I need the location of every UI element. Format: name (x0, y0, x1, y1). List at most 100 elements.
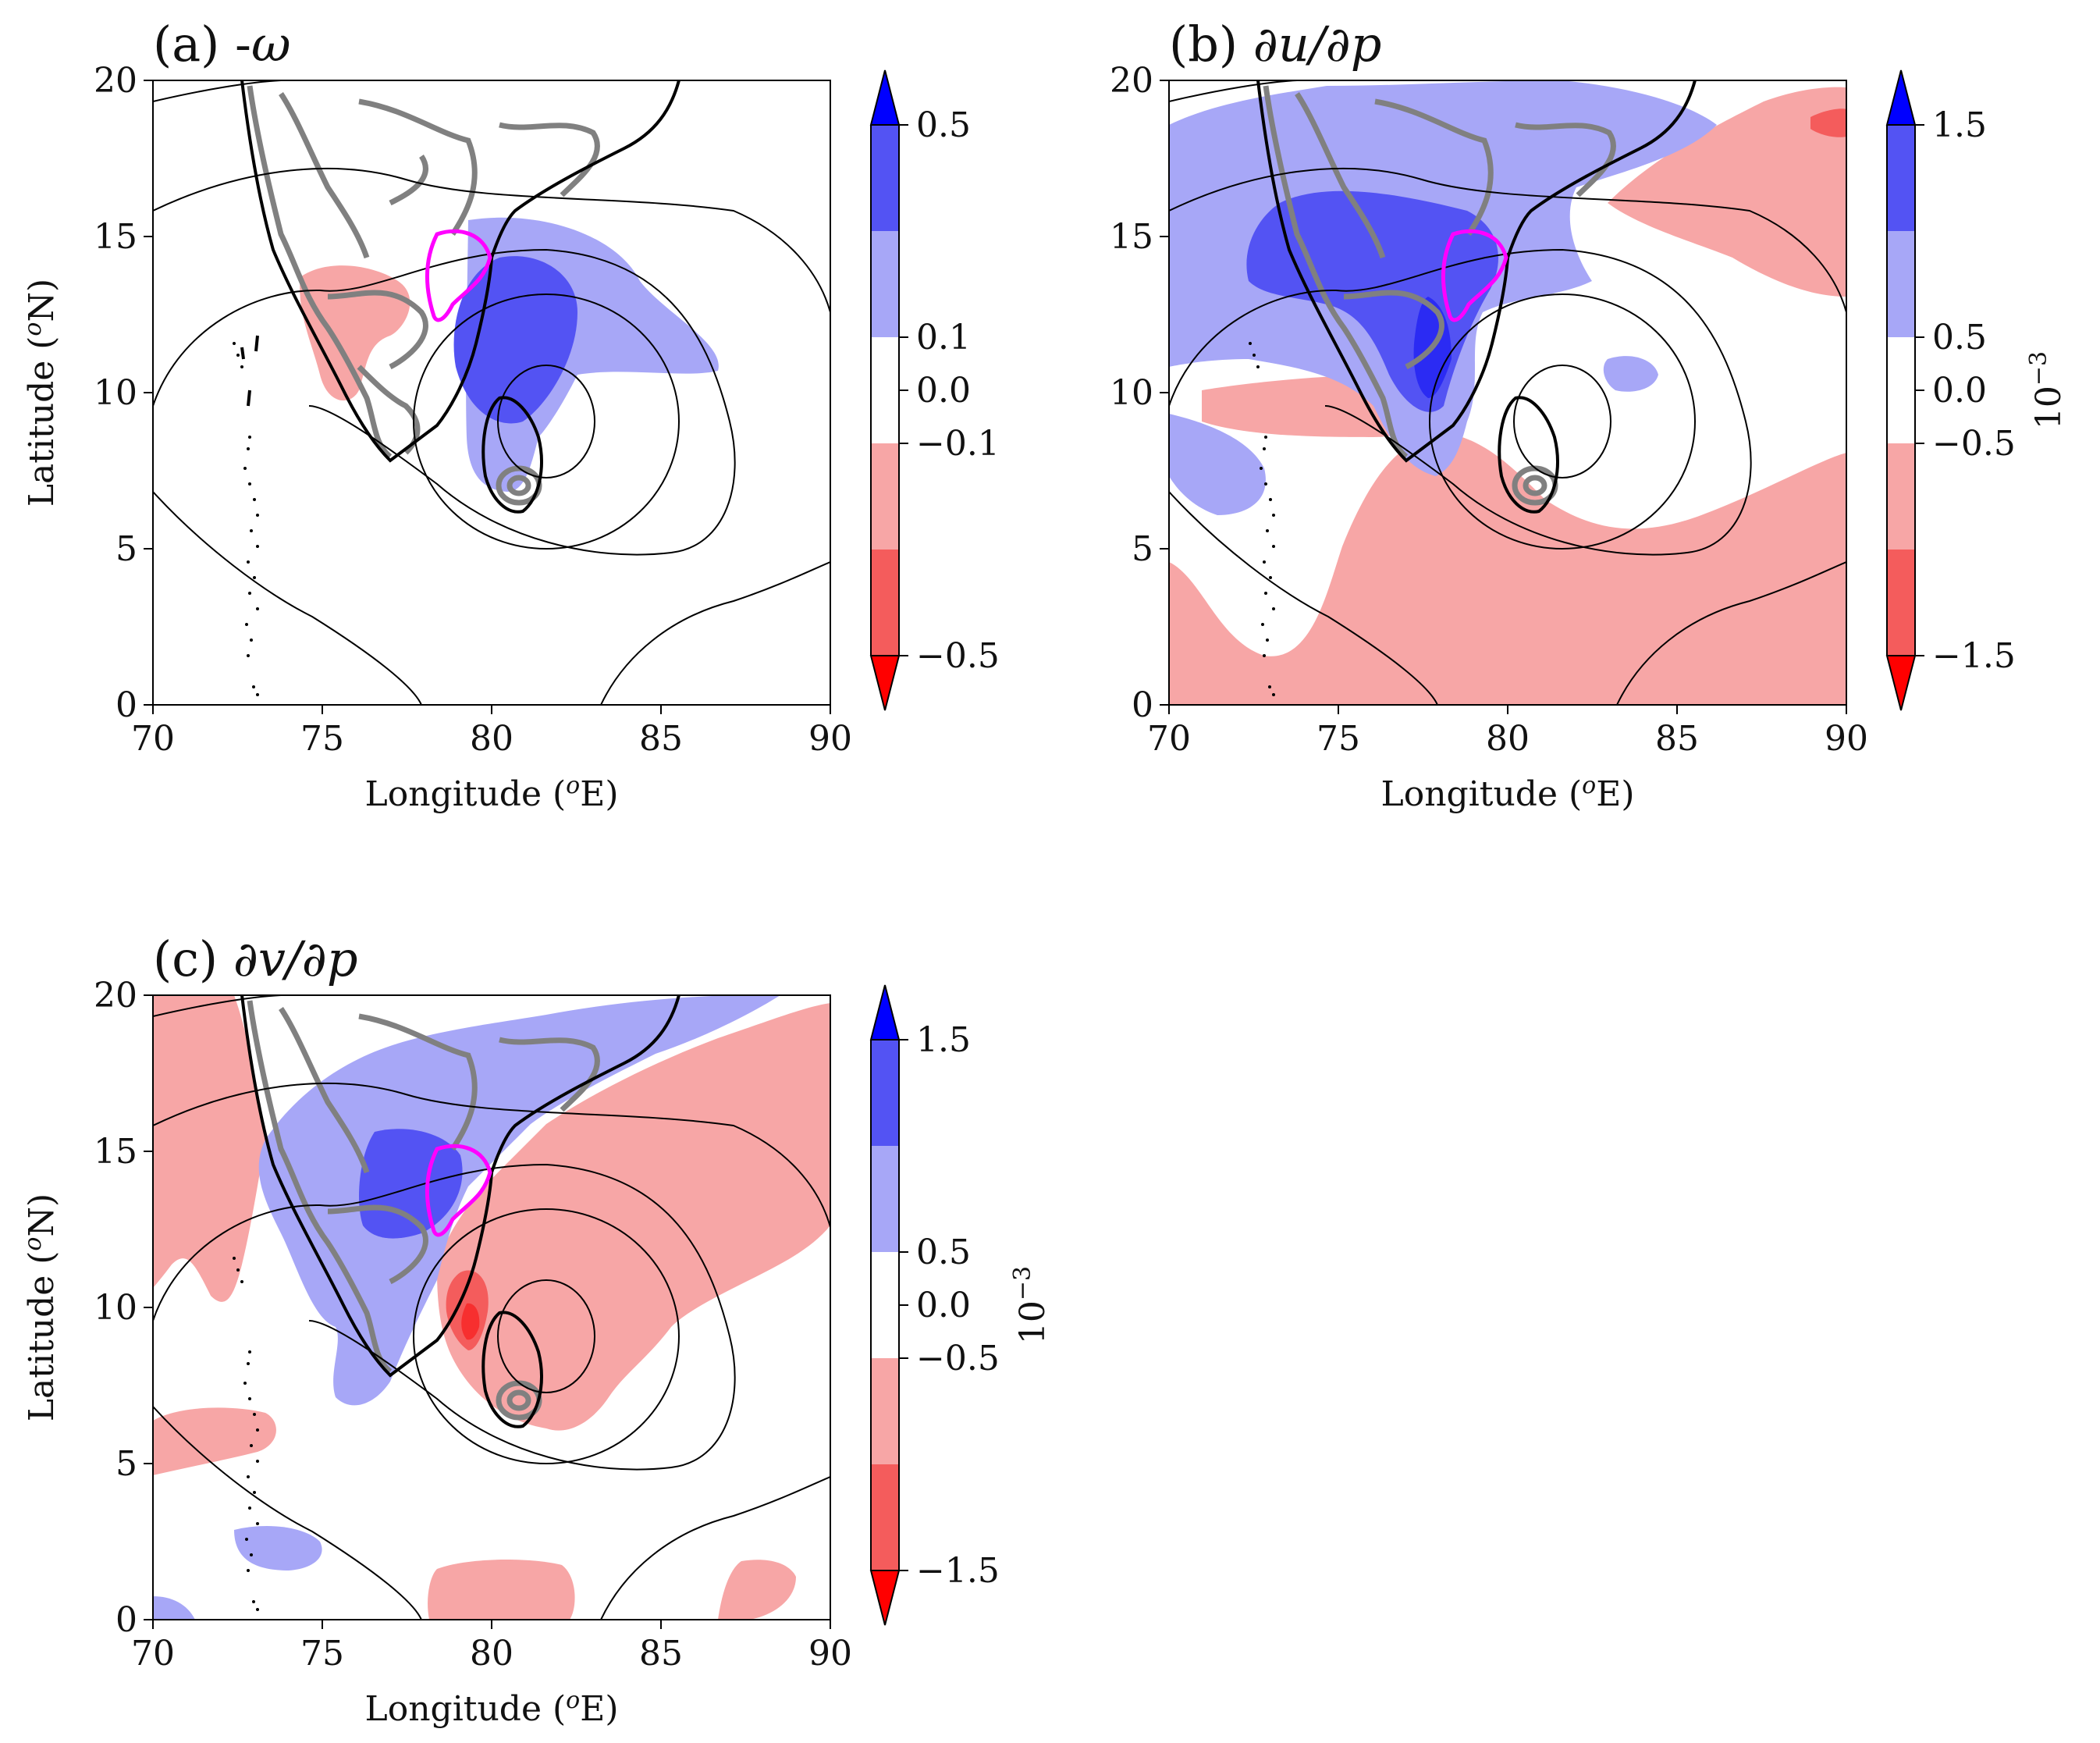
panel-a-colorbar-tick-label: 0.1 (916, 318, 971, 357)
panel-a-ytick-label: 0 (115, 685, 137, 725)
panel-b-positive-east (1603, 356, 1658, 392)
panel-c-title: (c) ∂v/∂p (153, 930, 358, 987)
panel-b-colorbar-tick-label: 0.5 (1932, 318, 1987, 357)
panel-b-highlight-region (1441, 229, 1508, 322)
panel-a-ylabel: Latitude (oN) (20, 279, 62, 507)
panel-c-positive-core (359, 1129, 463, 1239)
panel-c-xlabel: Longitude (oE) (364, 1687, 618, 1729)
panel-b-xtick-label: 70 (1147, 719, 1191, 759)
panel-a-colorbar-min-extension (869, 655, 901, 711)
panel-c-colorbar-tick-label: 0.0 (916, 1286, 971, 1325)
panel-c-colorbar-tick-label: −0.5 (916, 1339, 1000, 1378)
panel-b-colorbar-segment (1887, 125, 1915, 231)
panel-c-ytick-label: 10 (94, 1288, 137, 1328)
panel-c-xtick-label: 90 (808, 1634, 852, 1674)
panel-c-contours (153, 995, 830, 1620)
panel-c-xtick-label: 75 (300, 1634, 344, 1674)
panel-b-colorbar-tick-label: 1.5 (1932, 105, 1987, 145)
panel-c-positive-south (234, 1526, 322, 1570)
panel-b-colorbar: −1.5 −0.5 0.0 0.5 1.5 10−3 (1885, 69, 2069, 711)
panel-c-colorbar-tick-label: −1.5 (916, 1551, 1000, 1591)
panel-a-coastline (240, 80, 680, 514)
panel-a-colorbar-tick-label: −0.1 (916, 424, 1000, 464)
panel-b-coastline (1256, 80, 1697, 514)
panel-c-colorbar-tick-label: 0.5 (916, 1233, 971, 1272)
panel-c-xtick-label: 85 (639, 1634, 683, 1674)
panel-c-positive-region (258, 995, 781, 1406)
panel-a-ytick-label: 5 (115, 529, 137, 569)
panel-a-ytick-label: 20 (94, 61, 137, 101)
panel-c-colorbar-max-extension (869, 984, 901, 1040)
panel-b-ytick-label: 0 (1132, 685, 1153, 725)
panel-c-colorbar-segment (871, 1252, 899, 1358)
panel-a-colorbar-segment (871, 125, 899, 231)
panel-b-colorbar-scale-label: 10−3 (2025, 351, 2069, 429)
panel-a-colorbar-tick-label: −0.5 (916, 636, 1000, 676)
panel-a-highlight-region (425, 229, 492, 322)
panel-c-negative-south (428, 1560, 575, 1620)
panel-c-colorbar-segment (871, 1146, 899, 1252)
panel-c-plot-area (153, 995, 830, 1620)
panel-c-ytick-label: 15 (94, 1132, 137, 1172)
panel-a-title: (a) -ω (153, 16, 291, 73)
panel-c-ytick-label: 20 (94, 976, 137, 1016)
panel-c: 70 75 80 85 90 0 5 10 15 20 (c) ∂v/∂p Longitude (… (20, 930, 1053, 1729)
panel-b-title: (b) ∂u/∂p (1169, 16, 1381, 73)
panel-a-negative-region (300, 265, 410, 401)
panel-c-negative-southeast (718, 1560, 796, 1620)
panel-c-xtick-label: 70 (131, 1634, 175, 1674)
panel-a-colorbar: −0.5 −0.1 0.0 0.1 0.5 (869, 69, 1000, 711)
panel-b-colorbar-segment (1887, 337, 1915, 443)
panel-c-islands (233, 1257, 259, 1611)
panel-b-negative-region-ne (1608, 87, 1846, 297)
panel-b-xtick-label: 90 (1825, 719, 1868, 759)
panel-a-colorbar-segment (871, 550, 899, 656)
panel-a-xtick-label: 80 (470, 719, 513, 759)
panel-b-negative-region-south (1169, 433, 1846, 705)
panel-a-xtick-label: 75 (300, 719, 344, 759)
panel-b-colorbar-max-extension (1885, 69, 1917, 126)
panel-c-ytick-label: 0 (115, 1600, 137, 1640)
panel-b-contours (1169, 80, 1846, 705)
panel-c-xtick-label: 80 (470, 1634, 513, 1674)
panel-b-xlabel: Longitude (oE) (1380, 772, 1634, 814)
panel-b-colorbar-segment (1887, 443, 1915, 550)
panel-a-ytick-label: 10 (94, 373, 137, 413)
panel-b-colorbar-min-extension (1885, 655, 1917, 711)
panel-a-colorbar-max-extension (869, 69, 901, 126)
panel-a-xtick-label: 85 (639, 719, 683, 759)
panel-c-colorbar-tick-label: 1.5 (916, 1020, 971, 1060)
panel-b-ytick-label: 20 (1110, 61, 1153, 101)
panel-a-colorbar-tick-label: 0.5 (916, 105, 971, 145)
panel-c-colorbar-segment (871, 1358, 899, 1464)
panel-a-contours (153, 80, 830, 705)
panel-b-xtick-label: 85 (1655, 719, 1699, 759)
panel-a-colorbar-segment (871, 443, 899, 550)
panel-b-islands (1249, 342, 1275, 696)
panel-c-colorbar: −1.5 −0.5 0.0 0.5 1.5 10−3 (869, 984, 1053, 1626)
panel-b-plot-area (1169, 80, 1846, 705)
panel-c-ylabel: Latitude (oN) (20, 1193, 62, 1421)
panel-a: 70 75 80 85 90 0 5 10 15 20 (a) -ω Longitude (oE)… (20, 16, 1000, 814)
panel-c-colorbar-scale-label: 10−3 (1009, 1266, 1053, 1344)
panel-c-positive-corner (153, 1596, 195, 1620)
panel-b-colorbar-tick-label: −1.5 (1932, 636, 2016, 676)
panel-b-colorbar-tick-label: −0.5 (1932, 424, 2016, 464)
panel-a-xlabel: Longitude (oE) (364, 772, 618, 814)
panel-b-ytick-label: 15 (1110, 217, 1153, 257)
panel-b-colorbar-tick-label: 0.0 (1932, 371, 1987, 411)
panel-a-islands (233, 342, 259, 696)
panel-b-colorbar-segment (1887, 550, 1915, 656)
panel-a-xtick-label: 70 (131, 719, 175, 759)
panel-a-ytick-label: 15 (94, 217, 137, 257)
panel-c-ytick-label: 5 (115, 1444, 137, 1484)
panel-b-topography (1263, 85, 1616, 506)
panel-a-xtick-label: 90 (808, 719, 852, 759)
panel-c-ticks: 70 75 80 85 90 0 5 10 15 20 (94, 976, 852, 1674)
panel-a-ticks: 70 75 80 85 90 0 5 10 15 20 (94, 61, 852, 759)
panel-a-plot-area (153, 80, 830, 705)
panel-b-positive-west (1169, 414, 1266, 515)
panel-b: 70 75 80 85 90 0 5 10 15 20 (b) ∂u/∂p Longitude (… (1110, 16, 2069, 814)
panel-b-ytick-label: 5 (1132, 529, 1153, 569)
panel-c-colorbar-segment (871, 1040, 899, 1146)
